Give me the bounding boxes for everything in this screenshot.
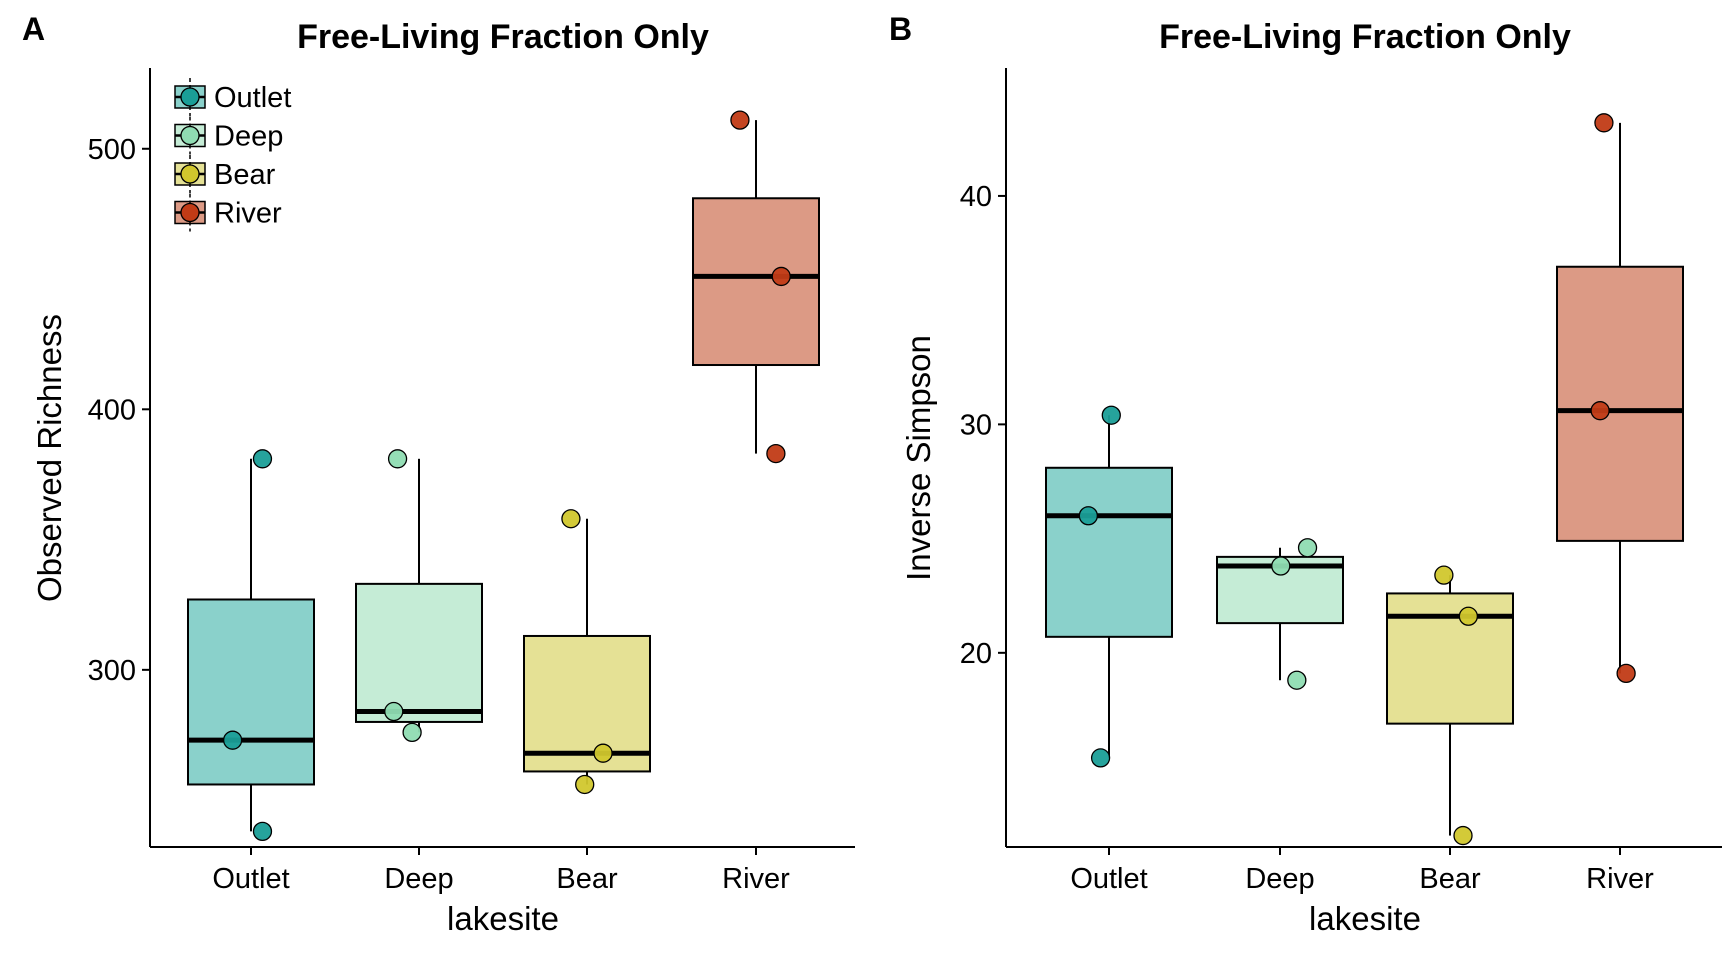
- panel-b-x-axis-title: lakesite: [1309, 900, 1421, 937]
- panel-a-x-axis-title: lakesite: [447, 900, 559, 937]
- box-bear: [1386, 592, 1514, 725]
- box-deep: [355, 582, 483, 723]
- y-tick-label: 30: [960, 409, 992, 441]
- x-tick-label: Outlet: [1070, 863, 1147, 895]
- legend-point: [180, 125, 200, 146]
- legend-point: [180, 202, 200, 223]
- data-point-river: [766, 443, 786, 464]
- legend-label: Outlet: [214, 82, 291, 114]
- y-tick-label: 300: [88, 655, 136, 687]
- data-point-bear: [593, 743, 613, 763]
- data-point-deep: [387, 449, 408, 469]
- legend-point: [180, 164, 200, 184]
- data-point-outlet: [252, 821, 273, 842]
- panel-a-letter: A: [22, 11, 45, 47]
- data-point-bear: [561, 509, 581, 529]
- y-tick-label: 400: [88, 394, 136, 426]
- data-point-bear: [1453, 825, 1473, 846]
- data-point-deep: [384, 701, 404, 722]
- data-point-outlet: [1090, 748, 1111, 768]
- legend-label: Deep: [214, 121, 283, 153]
- y-tick-label: 20: [960, 638, 992, 670]
- box-outlet: [187, 598, 315, 786]
- legend-label: Bear: [214, 159, 276, 191]
- legend-item-outlet: Outlet: [174, 78, 291, 116]
- data-point-deep: [402, 722, 422, 743]
- x-tick-label: Deep: [384, 863, 453, 895]
- legend-item-bear: Bear: [174, 155, 276, 193]
- data-point-bear: [1434, 565, 1454, 585]
- legend-label: River: [214, 198, 282, 230]
- data-point-river: [771, 266, 791, 287]
- data-point-outlet: [222, 730, 243, 750]
- panel-b-letter: B: [889, 11, 912, 47]
- panel-b-title: Free-Living Fraction Only: [1159, 18, 1571, 56]
- data-point-river: [730, 110, 750, 130]
- x-tick-label: River: [1586, 863, 1654, 895]
- data-point-deep: [1297, 538, 1318, 558]
- x-tick-label: Bear: [556, 863, 618, 895]
- panel-b-y-axis-title: Inverse Simpson: [900, 335, 937, 581]
- box-bear: [523, 634, 651, 773]
- box-outlet: [1045, 466, 1173, 638]
- x-tick-label: Bear: [1419, 863, 1481, 895]
- legend-item-deep: Deep: [174, 116, 283, 155]
- legend-item-river: River: [174, 193, 282, 232]
- y-tick-label: 40: [960, 181, 992, 213]
- data-point-outlet: [1078, 506, 1098, 526]
- x-tick-label: Deep: [1245, 863, 1314, 895]
- data-point-deep: [1271, 556, 1291, 576]
- legend-point: [180, 87, 200, 107]
- data-point-river: [1616, 663, 1636, 684]
- data-point-outlet: [1101, 405, 1121, 425]
- data-point-outlet: [252, 449, 273, 469]
- box-river: [692, 197, 820, 367]
- data-point-river: [1594, 113, 1614, 133]
- panel-b-plot: 20 30 40 Outlet Deep Bear River: [960, 68, 1722, 895]
- x-tick-label: Outlet: [212, 863, 289, 895]
- panel-a-plot: 300 400 500 Outlet Deep Bear River: [88, 68, 855, 895]
- data-point-bear: [575, 774, 595, 795]
- y-tick-label: 500: [88, 134, 136, 166]
- box-river: [1556, 265, 1684, 542]
- x-tick-label: River: [722, 863, 790, 895]
- panel-a-y-axis-title: Observed Richness: [31, 314, 68, 602]
- data-point-deep: [1287, 670, 1307, 690]
- data-point-river: [1590, 401, 1610, 421]
- legend: Outlet Deep Bear River: [174, 78, 291, 232]
- panel-a-title: Free-Living Fraction Only: [297, 18, 709, 56]
- data-point-bear: [1458, 606, 1479, 626]
